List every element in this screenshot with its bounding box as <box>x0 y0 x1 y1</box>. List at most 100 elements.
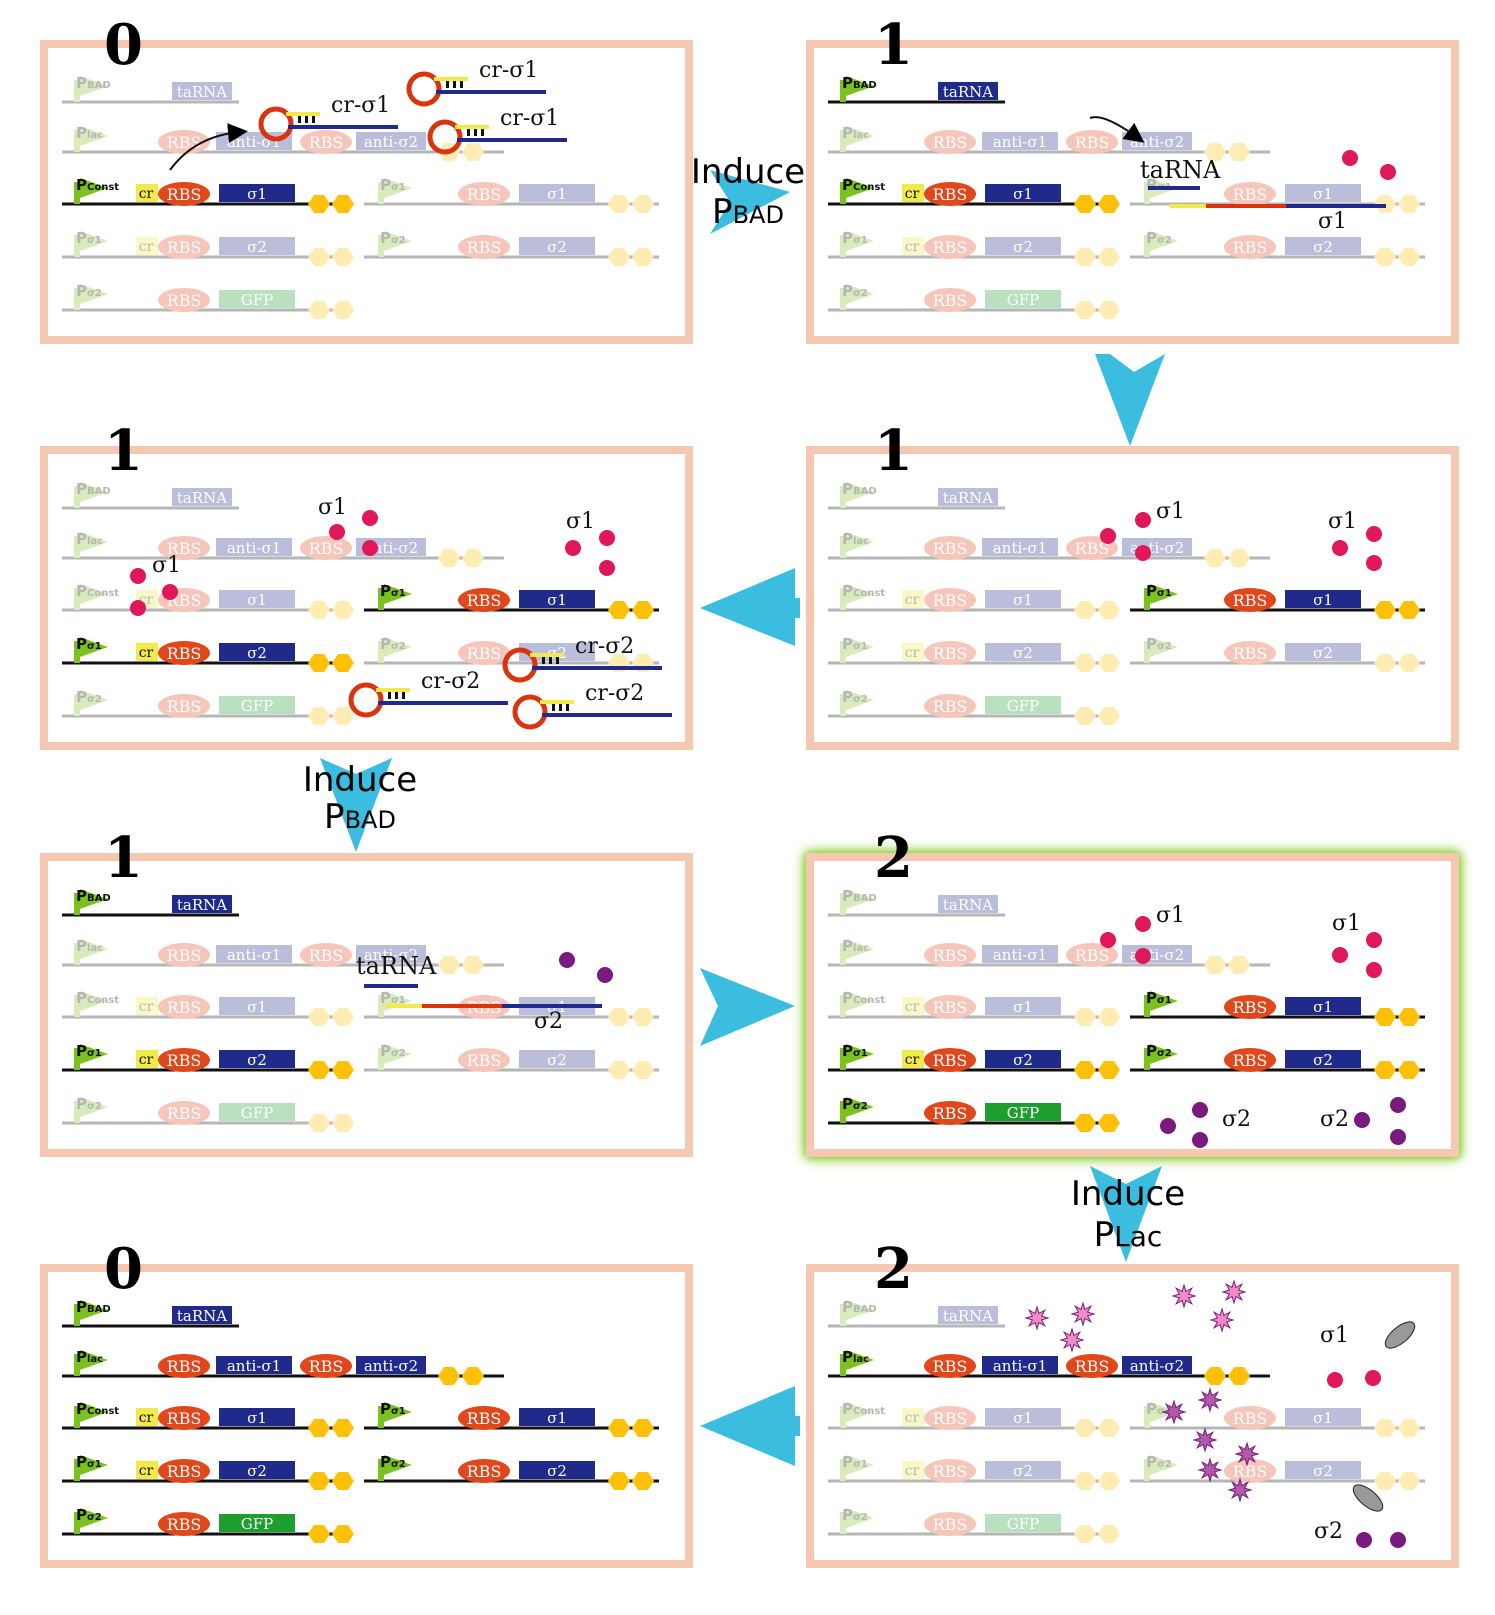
tarna-tag <box>1170 204 1206 208</box>
gene-label: GFP <box>1007 1104 1039 1122</box>
gene-block <box>1285 1050 1361 1068</box>
promoter-arrow-icon: PConst <box>840 1400 885 1428</box>
promoter-arrow-icon: Pσ1 <box>74 635 108 663</box>
promoter-arrow-icon: Plac <box>840 124 874 152</box>
cr-tag-label: cr <box>905 999 920 1015</box>
gene-block <box>985 237 1061 255</box>
crRNA-label: cr-σ2 <box>575 634 634 659</box>
promoter-arrow-icon: PBAD <box>74 74 111 102</box>
rbs-label: RBS <box>309 1357 344 1376</box>
rbs-site <box>924 1354 976 1378</box>
transition-label-pbad: PBAD <box>712 192 784 232</box>
promoter-label: Pσ1 <box>842 229 868 247</box>
anti-sigma-star-icon <box>1209 1307 1235 1333</box>
rbs-label: RBS <box>167 1515 202 1534</box>
gene-block <box>216 1356 292 1374</box>
promoter-label: Plac <box>842 124 869 142</box>
gene-block <box>982 1356 1058 1374</box>
gene-label: anti-σ1 <box>993 1357 1047 1375</box>
gene-label: anti-σ1 <box>227 133 281 151</box>
cr-tag-label: cr <box>905 592 920 608</box>
gene-label: anti-σ1 <box>227 946 281 964</box>
terminator-hexagon-icon <box>1074 1114 1120 1132</box>
gene-label: σ1 <box>247 998 267 1016</box>
gene-block <box>219 1461 295 1479</box>
gene-label: σ1 <box>547 591 567 609</box>
promoter-label: Plac <box>76 937 103 955</box>
sigma1-label: σ1 <box>1156 499 1185 524</box>
sigma1-label: σ1 <box>1332 911 1361 936</box>
rbs-site <box>458 182 510 206</box>
crRNA-production-arrow <box>169 123 248 171</box>
cr-tag-label: cr <box>905 1410 920 1426</box>
gene-row-pconst: PConst cr RBS σ1 <box>62 989 354 1026</box>
rbs-site <box>458 235 510 259</box>
promoter-label: PBAD <box>76 74 111 92</box>
terminator-hexagon-icon <box>1374 601 1420 619</box>
rbs-site <box>1224 1048 1276 1072</box>
gene-row-right-sigma2: Pσ2 RBS σ2 <box>1130 1453 1425 1490</box>
gene-label: σ1 <box>247 185 267 203</box>
promoter-label: PBAD <box>842 480 877 498</box>
gene-label: anti-σ2 <box>364 1357 418 1375</box>
promoter-label: PConst <box>842 582 885 600</box>
tarna-label: taRNA <box>1140 156 1221 184</box>
gene-row-pbad: PBAD taRNA <box>62 74 239 104</box>
rbs-site <box>924 1459 976 1483</box>
gene-row-psigma2: Pσ2 RBS GFP <box>62 282 354 319</box>
terminator-hexagon-icon <box>308 1114 354 1132</box>
rbs-site <box>158 641 210 665</box>
gene-block <box>519 184 595 202</box>
rbs-label: RBS <box>1233 1051 1268 1070</box>
rbs-label: RBS <box>933 1051 968 1070</box>
promoter-label: Pσ2 <box>842 1506 868 1524</box>
anti-sigma-star-icon <box>1161 1399 1187 1425</box>
cr-tag <box>902 643 924 661</box>
terminator-hexagon-icon <box>1074 301 1120 319</box>
terminator-hexagon-icon <box>308 1419 354 1437</box>
cr-tag <box>136 237 158 255</box>
terminator-hexagon-icon <box>1074 601 1120 619</box>
promoter-label: Plac <box>76 530 103 548</box>
rbs-label: RBS <box>1075 133 1110 152</box>
promoter-arrow-icon: Plac <box>840 530 874 558</box>
crRNA-label: cr-σ2 <box>421 669 480 694</box>
gene-row-pbad: PBAD taRNA <box>62 887 239 917</box>
rbs-label: RBS <box>167 1409 202 1428</box>
sigma-dot-icon <box>329 524 345 540</box>
sigma-dot-icon <box>362 540 378 556</box>
promoter-label: PConst <box>842 989 885 1007</box>
gene-row-pbad: PBAD taRNA <box>828 480 1005 510</box>
gene-label: taRNA <box>943 896 993 914</box>
rbs-label: RBS <box>467 185 502 204</box>
panel-7-state: 2 <box>874 1236 913 1302</box>
gene-label: σ2 <box>1313 1462 1333 1480</box>
gene-row-pbad: PBAD taRNA <box>828 887 1005 917</box>
sigma-dot-icon <box>1327 1372 1343 1388</box>
rbs-label: RBS <box>933 1462 968 1481</box>
gene-label: σ1 <box>547 1409 567 1427</box>
terminator-hexagon-icon <box>1204 956 1250 974</box>
sigma-dot-icon <box>565 540 581 556</box>
gene-label: anti-σ1 <box>993 539 1047 557</box>
promoter-label: Pσ2 <box>842 282 868 300</box>
gene-block <box>982 132 1058 150</box>
gene-label: σ1 <box>547 185 567 203</box>
crRNA-hairpin-icon: cr-σ2 <box>502 634 662 683</box>
cr-tag <box>136 1050 158 1068</box>
sigma-dot-icon <box>1366 932 1382 948</box>
sigma2-label: σ2 <box>1320 1107 1349 1132</box>
gene-block <box>1285 237 1361 255</box>
rbs-site <box>924 588 976 612</box>
promoter-label: Pσ2 <box>380 1042 406 1060</box>
promoter-label: PBAD <box>842 1298 877 1316</box>
panel-7-box <box>806 1264 1459 1568</box>
anti-sigma-star-icon <box>1059 1327 1085 1353</box>
rbs-site <box>924 1101 976 1125</box>
promoter-arrow-icon: Pσ2 <box>74 1095 108 1123</box>
gene-block <box>219 590 295 608</box>
promoter-arrow-icon: Pσ2 <box>840 1506 874 1534</box>
rbs-site <box>924 943 976 967</box>
gene-block <box>219 184 295 202</box>
promoter-arrow-icon: Pσ1 <box>840 229 874 257</box>
